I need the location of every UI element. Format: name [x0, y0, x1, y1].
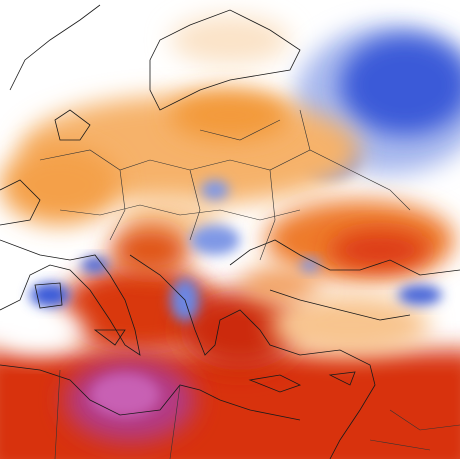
hot-zone: [330, 230, 430, 270]
coastline: [9, 4, 301, 111]
coastline: [0, 364, 301, 421]
border: [54, 369, 460, 459]
coastline: [129, 254, 376, 459]
cold-zone: [340, 35, 460, 135]
hot-zone: [110, 225, 190, 275]
cold-spot: [30, 283, 70, 307]
cool-spot: [300, 258, 320, 272]
coastlines: [0, 4, 460, 459]
coastline: [34, 282, 126, 346]
warm-zone: [0, 145, 120, 225]
warm-zone: [170, 90, 290, 140]
extreme-zone: [90, 373, 160, 417]
coastline: [248, 371, 356, 393]
pale-warm: [170, 15, 290, 65]
coastline: [0, 109, 91, 226]
cold-spot: [81, 257, 109, 273]
cool-spot: [201, 180, 229, 200]
warm-zone: [240, 267, 320, 303]
border: [59, 109, 311, 261]
neutral-zone: [0, 308, 85, 352]
cold-spot: [398, 285, 442, 305]
cool-spot: [190, 225, 240, 255]
border: [39, 149, 411, 211]
coastline: [0, 239, 141, 356]
borders: [39, 109, 460, 459]
coastline: [229, 239, 460, 321]
warm-zone: [270, 295, 430, 355]
